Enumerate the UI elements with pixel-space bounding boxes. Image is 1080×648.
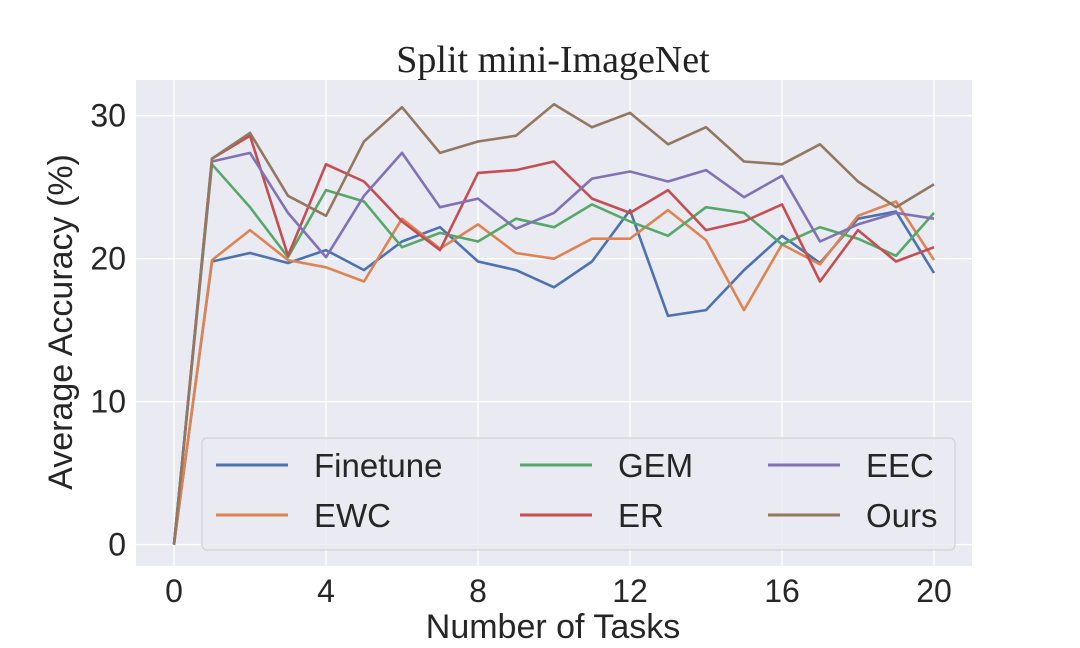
legend-label: ER	[618, 497, 664, 534]
x-tick-label: 20	[916, 573, 952, 609]
legend-label: Finetune	[314, 447, 442, 484]
series-line-er	[172, 134, 935, 545]
legend: Finetune EWC GEM ER EEC Ours	[201, 437, 956, 551]
legend-box	[201, 437, 956, 551]
series-line-eec	[172, 151, 935, 545]
legend-label: Ours	[866, 497, 938, 534]
x-axis-label: Number of Tasks	[426, 608, 680, 646]
x-tick-label: 12	[612, 573, 648, 609]
y-tick-label: 30	[90, 98, 126, 134]
legend-label: GEM	[618, 447, 693, 484]
y-axis-label: Average Accuracy (%)	[42, 154, 80, 490]
series-line-gem	[172, 163, 935, 545]
x-tick-label: 16	[764, 573, 800, 609]
chart-title: Split mini-ImageNet	[396, 39, 710, 81]
series-lines	[172, 103, 936, 545]
y-tick-label: 0	[108, 527, 126, 563]
series-line-ours	[172, 103, 935, 545]
legend-label: EEC	[866, 447, 934, 484]
y-tick-label: 20	[90, 241, 126, 277]
legend-label: EWC	[314, 497, 391, 534]
x-tick-label: 8	[469, 573, 487, 609]
x-tick-label: 4	[317, 573, 335, 609]
y-tick-label: 10	[90, 384, 126, 420]
tick-labels: 0 4 8 12 16 20 0 10 20 30	[90, 98, 951, 609]
x-tick-label: 0	[165, 573, 183, 609]
